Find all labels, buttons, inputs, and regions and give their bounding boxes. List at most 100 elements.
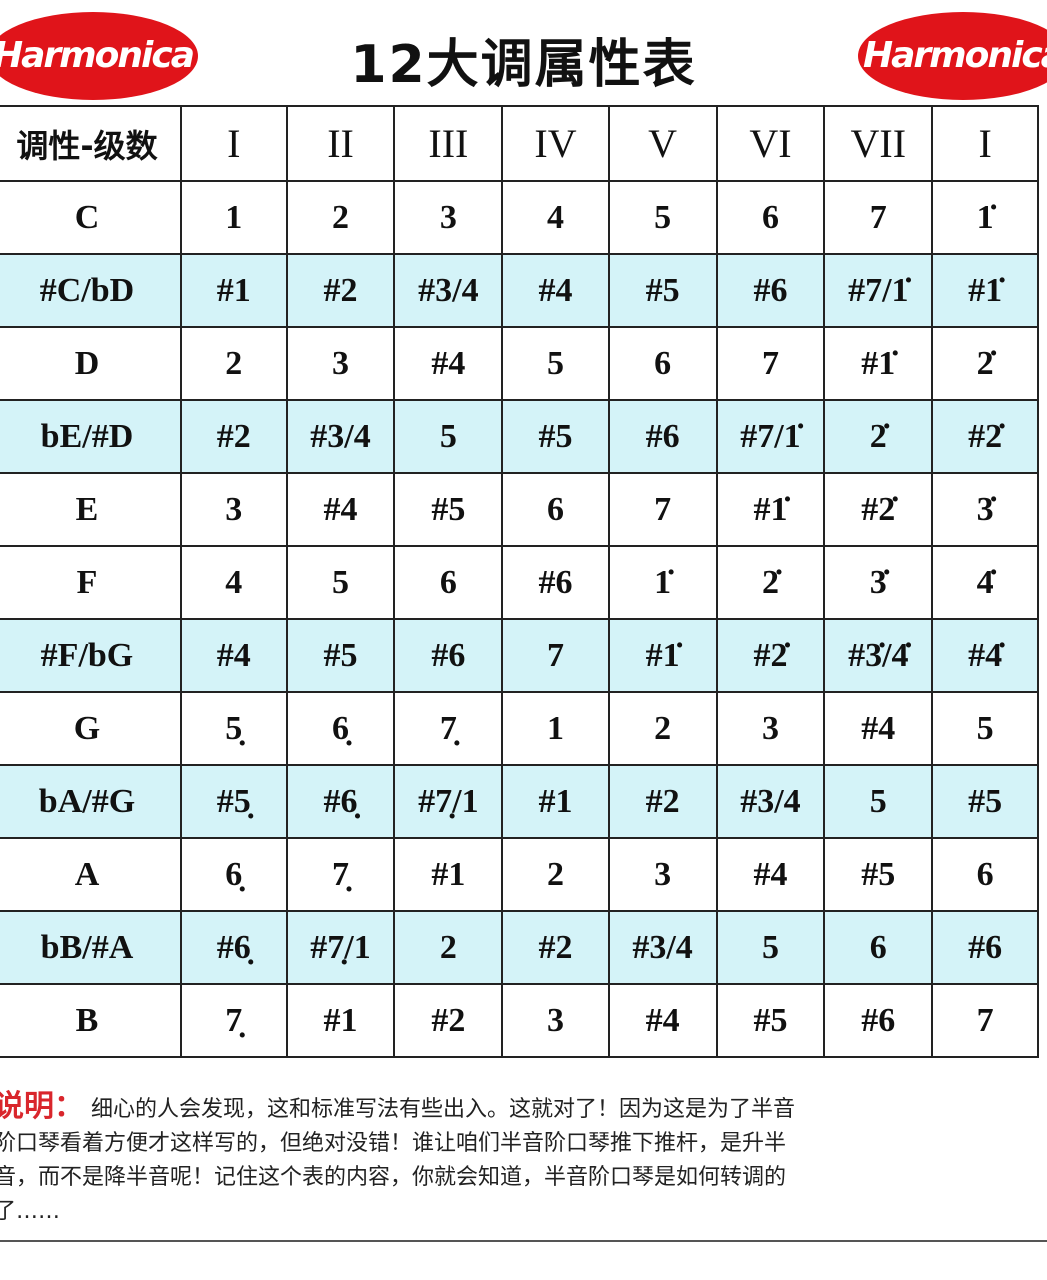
degree-cell: 6 (715, 180, 826, 255)
column-header: VI (715, 105, 826, 182)
degree-cell: 7̣ (285, 837, 396, 912)
column-header: II (285, 105, 396, 182)
column-header: 调性-级数 (0, 105, 182, 182)
degree-cell: #1̇ (715, 472, 826, 547)
degree-cell: 7 (607, 472, 718, 547)
logo: Harmonica (858, 12, 1047, 100)
degree-cell: 5 (931, 691, 1039, 766)
degree-cell: 6̣ (179, 837, 288, 912)
note-line: 音，而不是降半音呢！记住这个表的内容，你就会知道，半音阶口琴是如何转调的 (0, 1165, 787, 1190)
degree-cell: 2 (607, 691, 718, 766)
degree-cell: #2̇ (715, 618, 826, 693)
degree-cell: #1 (285, 983, 396, 1058)
degree-cell: #5 (931, 764, 1039, 839)
degree-cell: #3/4 (393, 253, 504, 328)
degree-cell: 1 (179, 180, 288, 255)
degree-cell: 7 (501, 618, 610, 693)
degree-cell: 5̣ (179, 691, 288, 766)
column-header: IV (501, 105, 610, 182)
degree-cell: 2̇ (715, 545, 826, 620)
degree-cell: #1̇ (607, 618, 718, 693)
degree-cell: #2̇ (823, 472, 934, 547)
degree-cell: #3/4 (607, 910, 718, 985)
degree-cell: 5 (607, 180, 718, 255)
key-cell: G (0, 691, 182, 766)
degree-cell: #5 (501, 399, 610, 474)
degree-cell: 5 (823, 764, 934, 839)
degree-cell: #2 (285, 253, 396, 328)
degree-cell: 7 (823, 180, 934, 255)
degree-cell: 3 (393, 180, 504, 255)
degree-cell: #4 (285, 472, 396, 547)
degree-cell: #3/4 (715, 764, 826, 839)
degree-cell: #2 (179, 399, 288, 474)
degree-cell: 7̣ (393, 691, 504, 766)
degree-cell: 6̣ (285, 691, 396, 766)
degree-cell: #1̇ (931, 253, 1039, 328)
table-row: bE/#D #2 #3/4 5 #5 #6 #7/1̇ 2̇ #2̇ (0, 399, 1039, 474)
note-line: 了…… (0, 1199, 61, 1224)
degree-cell: 3 (179, 472, 288, 547)
table-row: E 3 #4 #5 6 7 #1̇ #2̇ 3̇ (0, 472, 1039, 547)
column-header: I (931, 105, 1039, 182)
degree-cell: 4 (179, 545, 288, 620)
table-row: F 4 5 6 #6 1̇ 2̇ 3̇ 4̇ (0, 545, 1039, 620)
degree-cell: #6 (931, 910, 1039, 985)
degree-cell: 6 (823, 910, 934, 985)
logo: Harmonica (0, 12, 198, 100)
degree-cell: #3̇/4̇ (823, 618, 934, 693)
table-row: bA/#G #5̣ #6̣ #7̣/1 #1 #2 #3/4 5 #5 (0, 764, 1039, 839)
degree-cell: 7 (715, 326, 826, 401)
degree-cell: 2 (393, 910, 504, 985)
column-header: V (607, 105, 718, 182)
degree-cell: 2 (285, 180, 396, 255)
table-row: #C/bD #1 #2 #3/4 #4 #5 #6 #7/1̇ #1̇ (0, 253, 1039, 328)
note-line: 阶口琴看着方便才这样写的，但绝对没错！谁让咱们半音阶口琴推下推杆，是升半 (0, 1131, 787, 1156)
column-header: I (179, 105, 288, 182)
table-row: bB/#A #6̣ #7̣/1 2 #2 #3/4 5 6 #6 (0, 910, 1039, 985)
degree-cell: #5̣ (179, 764, 288, 839)
degree-cell: 2̇ (931, 326, 1039, 401)
key-cell: F (0, 545, 182, 620)
degree-cell: 5 (715, 910, 826, 985)
degree-cell: #4 (715, 837, 826, 912)
table-row: G 5̣ 6̣ 7̣ 1 2 3 #4 5 (0, 691, 1039, 766)
degree-cell: #4 (607, 983, 718, 1058)
key-cell: A (0, 837, 182, 912)
key-cell: bB/#A (0, 910, 182, 985)
degree-cell: 1̇ (931, 180, 1039, 255)
degree-cell: #4 (393, 326, 504, 401)
degree-cell: #5 (393, 472, 504, 547)
degree-cell: #1 (393, 837, 504, 912)
degree-cell: #6 (393, 618, 504, 693)
degree-cell: #6 (823, 983, 934, 1058)
degree-cell: #7̣/1 (285, 910, 396, 985)
table-row: B 7̣ #1 #2 3 #4 #5 #6 7 (0, 983, 1039, 1058)
title: 12大调属性表 (350, 35, 697, 95)
degree-cell: 5 (393, 399, 504, 474)
degree-cell: #5 (607, 253, 718, 328)
note-text: 细心的人会发现，这和标准写法有些出入。这就对了！因为这是为了半音 (91, 1097, 796, 1122)
degree-cell: 2̇ (823, 399, 934, 474)
degree-cell: 6 (607, 326, 718, 401)
key-cell: bA/#G (0, 764, 182, 839)
key-cell: #F/bG (0, 618, 182, 693)
degree-cell: 3̇ (823, 545, 934, 620)
degree-cell: #5 (285, 618, 396, 693)
header-row: 调性-级数 I II III IV V VI VII I (0, 105, 1039, 182)
degree-cell: #4̇ (931, 618, 1039, 693)
column-header: III (393, 105, 504, 182)
degree-cell: #6̣ (179, 910, 288, 985)
degree-cell: 2 (501, 837, 610, 912)
table-row: #F/bG #4 #5 #6 7 #1̇ #2̇ #3̇/4̇ #4̇ (0, 618, 1039, 693)
note-line: 说明： 细心的人会发现，这和标准写法有些出入。这就对了！因为这是为了半音 (0, 1090, 1047, 1127)
degree-cell: #2 (393, 983, 504, 1058)
degree-cell: #5 (823, 837, 934, 912)
key-cell: C (0, 180, 182, 255)
degree-cell: 1 (501, 691, 610, 766)
degree-cell: #6̣ (285, 764, 396, 839)
degree-cell: #1 (179, 253, 288, 328)
table-row: C 1 2 3 4 5 6 7 1̇ (0, 180, 1039, 255)
degree-cell: #2̇ (931, 399, 1039, 474)
degree-cell: 3̇ (931, 472, 1039, 547)
